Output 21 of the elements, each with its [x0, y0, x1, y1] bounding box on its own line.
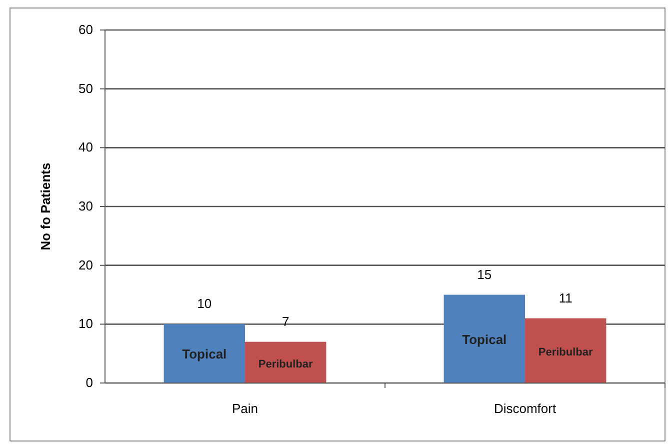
y-tick-label: 0	[86, 375, 93, 390]
bar	[444, 294, 525, 383]
data-label: 11	[558, 290, 572, 306]
bar	[245, 342, 326, 383]
data-label: 10	[197, 296, 212, 312]
bar	[525, 318, 606, 383]
y-tick-label: 30	[78, 198, 93, 214]
x-tick-label: Pain	[232, 401, 258, 416]
x-tick-label: Discomfort	[494, 401, 556, 416]
text: Peribulbar	[538, 346, 593, 359]
text: Topical	[462, 332, 507, 347]
y-tick-label: 60	[78, 22, 93, 37]
y-tick-label: 50	[78, 80, 93, 96]
y-tick-label: 10	[78, 316, 93, 332]
series-label: Topical	[182, 346, 227, 362]
data-label: 15	[477, 266, 492, 282]
bar	[164, 324, 245, 383]
series-label: Peribulbar	[258, 358, 314, 370]
y-tick-label: 40	[78, 140, 93, 155]
y-axis-title: No fo Patients	[38, 162, 53, 250]
y-tick-label: 20	[78, 257, 93, 272]
